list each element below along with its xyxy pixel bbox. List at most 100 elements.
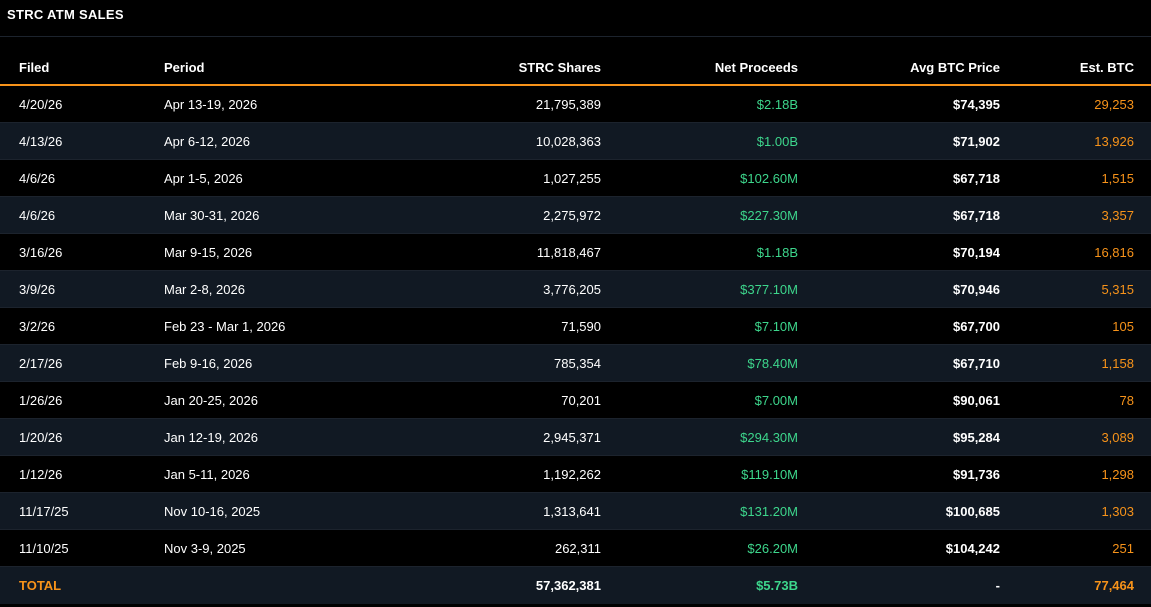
cell-period: Apr 13-19, 2026 <box>164 85 414 123</box>
column-header-period[interactable]: Period <box>164 51 414 86</box>
cell-avg-btc-price: $104,242 <box>798 529 1000 567</box>
panel-title: STRC ATM SALES <box>7 7 124 22</box>
cell-est-btc: 3,089 <box>1000 418 1134 456</box>
row-spacer <box>1134 85 1151 123</box>
cell-period: Jan 12-19, 2026 <box>164 418 414 456</box>
table-row[interactable]: 1/12/26 Jan 5-11, 2026 1,192,262 $119.10M $9… <box>0 455 1151 493</box>
row-spacer <box>1134 344 1151 382</box>
column-header-net-proceeds[interactable]: Net Proceeds <box>601 51 798 86</box>
row-spacer <box>1134 381 1151 419</box>
table-row[interactable]: 3/2/26 Feb 23 - Mar 1, 2026 71,590 $7.10M $6… <box>0 307 1151 345</box>
cell-net-proceeds: $78.40M <box>601 344 798 382</box>
cell-avg-btc-price: $90,061 <box>798 381 1000 419</box>
table-row[interactable]: 3/16/26 Mar 9-15, 2026 11,818,467 $1.18B $70… <box>0 233 1151 271</box>
cell-shares: 3,776,205 <box>414 270 601 308</box>
cell-filed: 2/17/26 <box>0 344 164 382</box>
cell-shares: 785,354 <box>414 344 601 382</box>
cell-filed: 1/12/26 <box>0 455 164 493</box>
cell-net-proceeds: $227.30M <box>601 196 798 234</box>
row-spacer <box>1134 418 1151 456</box>
column-header-shares[interactable]: STRC Shares <box>414 51 601 86</box>
cell-est-btc: 1,515 <box>1000 159 1134 197</box>
column-header-est-btc[interactable]: Est. BTC <box>1000 51 1134 86</box>
table-row[interactable]: 1/26/26 Jan 20-25, 2026 70,201 $7.00M $90,06… <box>0 381 1151 419</box>
cell-filed: 4/6/26 <box>0 159 164 197</box>
cell-est-btc: 1,298 <box>1000 455 1134 493</box>
cell-est-btc: 16,816 <box>1000 233 1134 271</box>
cell-avg-btc-price: $95,284 <box>798 418 1000 456</box>
column-spacer <box>1134 51 1151 86</box>
panel-header: STRC ATM SALES <box>0 0 1151 37</box>
total-net-proceeds: $5.73B <box>601 566 798 604</box>
cell-avg-btc-price: $67,718 <box>798 159 1000 197</box>
cell-net-proceeds: $26.20M <box>601 529 798 567</box>
cell-shares: 11,818,467 <box>414 233 601 271</box>
row-spacer <box>1134 159 1151 197</box>
table-row[interactable]: 4/6/26 Mar 30-31, 2026 2,275,972 $227.30M $6… <box>0 196 1151 234</box>
total-label: TOTAL <box>0 566 164 604</box>
cell-est-btc: 29,253 <box>1000 85 1134 123</box>
cell-est-btc: 105 <box>1000 307 1134 345</box>
cell-avg-btc-price: $91,736 <box>798 455 1000 493</box>
cell-net-proceeds: $102.60M <box>601 159 798 197</box>
cell-net-proceeds: $2.18B <box>601 85 798 123</box>
cell-net-proceeds: $7.00M <box>601 381 798 419</box>
table-row[interactable]: 11/17/25 Nov 10-16, 2025 1,313,641 $131.20M… <box>0 492 1151 530</box>
cell-period: Nov 3-9, 2025 <box>164 529 414 567</box>
cell-filed: 11/10/25 <box>0 529 164 567</box>
total-shares: 57,362,381 <box>414 566 601 604</box>
cell-period: Mar 2-8, 2026 <box>164 270 414 308</box>
cell-period: Feb 9-16, 2026 <box>164 344 414 382</box>
cell-net-proceeds: $1.00B <box>601 122 798 160</box>
cell-shares: 262,311 <box>414 529 601 567</box>
cell-filed: 11/17/25 <box>0 492 164 530</box>
cell-filed: 1/26/26 <box>0 381 164 419</box>
table-row[interactable]: 2/17/26 Feb 9-16, 2026 785,354 $78.40M $67,7… <box>0 344 1151 382</box>
table-row[interactable]: 3/9/26 Mar 2-8, 2026 3,776,205 $377.10M $70,… <box>0 270 1151 308</box>
column-header-avg-btc-price[interactable]: Avg BTC Price <box>798 51 1000 86</box>
cell-avg-btc-price: $67,718 <box>798 196 1000 234</box>
cell-net-proceeds: $119.10M <box>601 455 798 493</box>
cell-est-btc: 1,158 <box>1000 344 1134 382</box>
row-spacer <box>1134 566 1151 604</box>
cell-filed: 3/2/26 <box>0 307 164 345</box>
column-header-filed[interactable]: Filed <box>0 51 164 86</box>
cell-shares: 71,590 <box>414 307 601 345</box>
cell-filed: 4/6/26 <box>0 196 164 234</box>
table-row[interactable]: 11/10/25 Nov 3-9, 2025 262,311 $26.20M $104,… <box>0 529 1151 567</box>
table-row[interactable]: 1/20/26 Jan 12-19, 2026 2,945,371 $294.30M $… <box>0 418 1151 456</box>
cell-net-proceeds: $131.20M <box>601 492 798 530</box>
cell-shares: 1,313,641 <box>414 492 601 530</box>
cell-est-btc: 251 <box>1000 529 1134 567</box>
cell-period: Feb 23 - Mar 1, 2026 <box>164 307 414 345</box>
table-row[interactable]: 4/20/26 Apr 13-19, 2026 21,795,389 $2.18B $7… <box>0 85 1151 123</box>
row-spacer <box>1134 196 1151 234</box>
cell-shares: 10,028,363 <box>414 122 601 160</box>
cell-est-btc: 3,357 <box>1000 196 1134 234</box>
cell-period: Jan 20-25, 2026 <box>164 381 414 419</box>
table-row[interactable]: 4/6/26 Apr 1-5, 2026 1,027,255 $102.60M $67,… <box>0 159 1151 197</box>
row-spacer <box>1134 529 1151 567</box>
atm-sales-table: Filed Period STRC Shares Net Proceeds Av… <box>0 51 1151 604</box>
cell-filed: 4/13/26 <box>0 122 164 160</box>
row-spacer <box>1134 455 1151 493</box>
cell-avg-btc-price: $74,395 <box>798 85 1000 123</box>
cell-avg-btc-price: $70,946 <box>798 270 1000 308</box>
total-est-btc: 77,464 <box>1000 566 1134 604</box>
cell-shares: 2,275,972 <box>414 196 601 234</box>
cell-filed: 4/20/26 <box>0 85 164 123</box>
cell-avg-btc-price: $67,710 <box>798 344 1000 382</box>
cell-filed: 1/20/26 <box>0 418 164 456</box>
cell-period: Apr 6-12, 2026 <box>164 122 414 160</box>
cell-period: Nov 10-16, 2025 <box>164 492 414 530</box>
cell-avg-btc-price: $71,902 <box>798 122 1000 160</box>
cell-shares: 2,945,371 <box>414 418 601 456</box>
cell-filed: 3/9/26 <box>0 270 164 308</box>
cell-avg-btc-price: $100,685 <box>798 492 1000 530</box>
cell-est-btc: 78 <box>1000 381 1134 419</box>
cell-avg-btc-price: $67,700 <box>798 307 1000 345</box>
table-body: 4/20/26 Apr 13-19, 2026 21,795,389 $2.18B $7… <box>0 85 1151 567</box>
table-row[interactable]: 4/13/26 Apr 6-12, 2026 10,028,363 $1.00B $71… <box>0 122 1151 160</box>
cell-shares: 1,192,262 <box>414 455 601 493</box>
row-spacer <box>1134 233 1151 271</box>
